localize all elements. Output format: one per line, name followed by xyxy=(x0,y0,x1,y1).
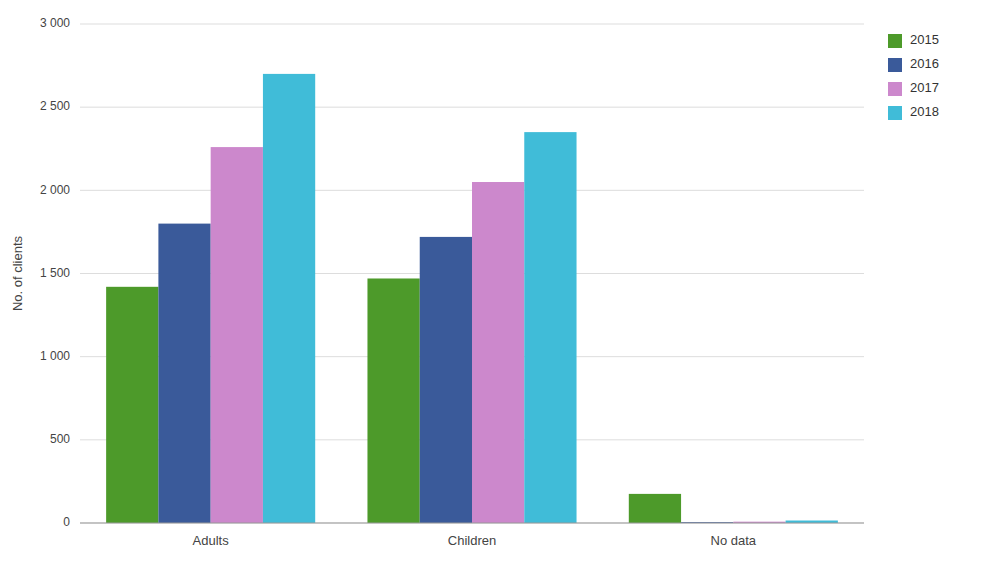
legend: 2015 2016 2017 2018 xyxy=(888,32,939,120)
legend-label: 2018 xyxy=(910,104,939,119)
bar xyxy=(420,237,472,523)
bar xyxy=(158,224,210,523)
grid-line xyxy=(80,523,864,524)
bar xyxy=(472,182,524,523)
x-axis-line xyxy=(80,523,864,524)
x-tick-label: No data xyxy=(711,533,757,548)
bar xyxy=(263,74,315,523)
grid xyxy=(80,24,864,523)
y-tick-label: 1 000 xyxy=(40,349,70,363)
bar xyxy=(629,494,681,523)
legend-label: 2015 xyxy=(910,32,939,47)
chart-container: 0 500 1 000 1 500 2 000 2 500 3 000 Adults Child… xyxy=(0,0,984,573)
bar xyxy=(211,147,263,523)
grid-line xyxy=(80,24,864,25)
bars xyxy=(106,74,838,523)
y-tick-label: 0 xyxy=(63,515,70,529)
legend-label: 2017 xyxy=(910,80,939,95)
y-tick-label: 500 xyxy=(50,432,70,446)
y-tick-label: 2 500 xyxy=(40,99,70,113)
grid-line xyxy=(80,107,864,108)
y-tick-label: 2 000 xyxy=(40,183,70,197)
y-tick-labels: 0 500 1 000 1 500 2 000 2 500 3 000 xyxy=(40,16,70,529)
y-axis-label: No. of clients xyxy=(10,235,25,311)
x-tick-labels: Adults Children No data xyxy=(193,533,757,548)
x-tick-label: Adults xyxy=(193,533,230,548)
bar xyxy=(524,132,576,523)
legend-label: 2016 xyxy=(910,56,939,71)
y-tick-label: 1 500 xyxy=(40,266,70,280)
bar xyxy=(106,287,158,523)
legend-swatch xyxy=(888,58,902,72)
legend-swatch xyxy=(888,34,902,48)
bar xyxy=(367,278,419,523)
legend-swatch xyxy=(888,106,902,120)
legend-swatch xyxy=(888,82,902,96)
x-tick-label: Children xyxy=(448,533,496,548)
y-tick-label: 3 000 xyxy=(40,16,70,30)
chart-svg: 0 500 1 000 1 500 2 000 2 500 3 000 Adults Child… xyxy=(0,0,984,573)
